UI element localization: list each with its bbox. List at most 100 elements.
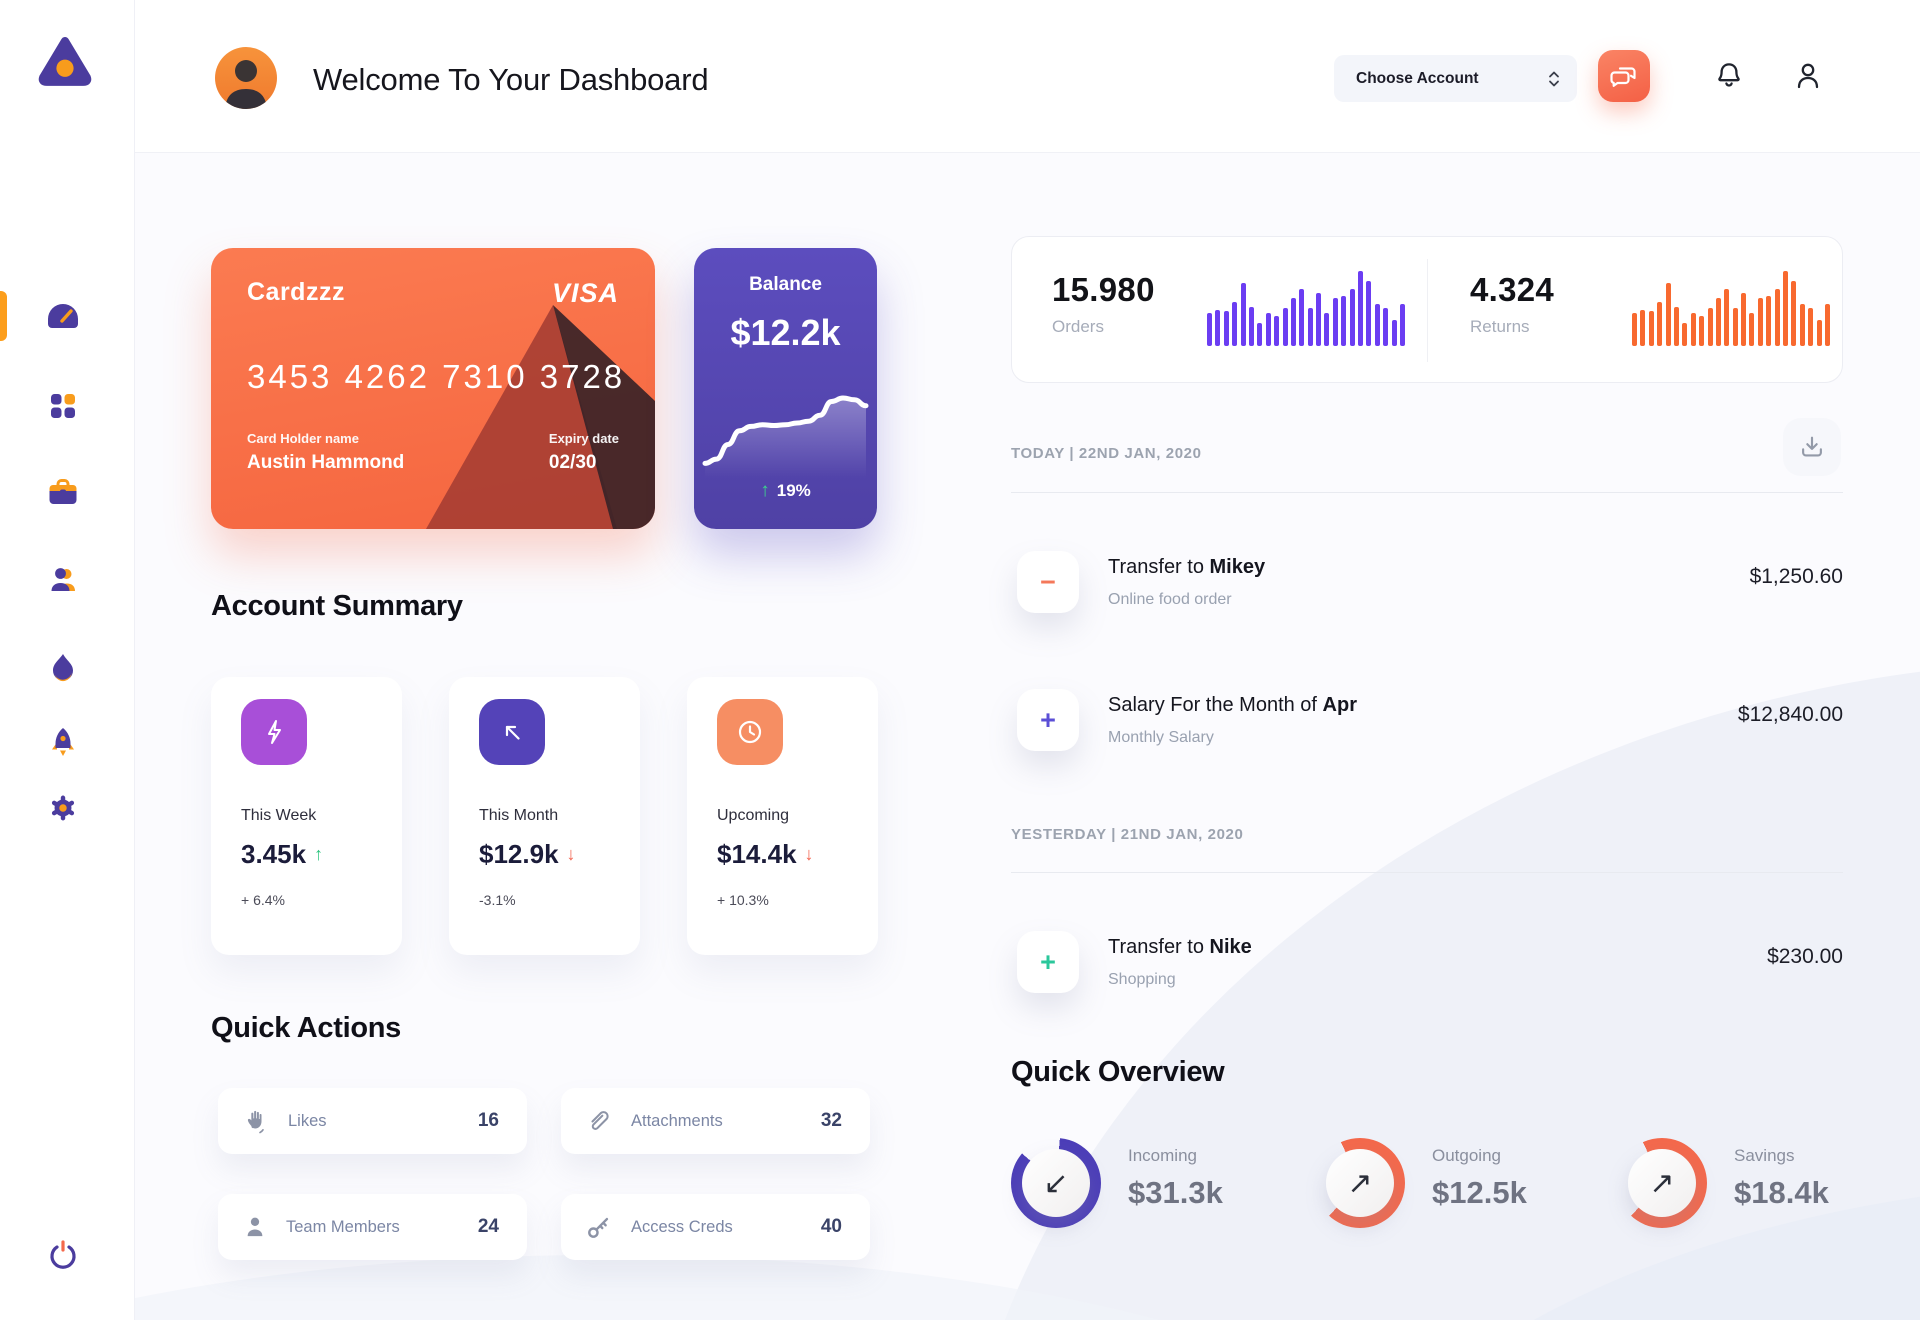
flame-icon: [53, 654, 73, 682]
transaction-subtitle: Shopping: [1108, 971, 1176, 988]
sidebar-item-launch[interactable]: [41, 720, 85, 764]
ring-inner: ↗: [1628, 1149, 1696, 1217]
orders-returns-stats-card: 15.980 Orders 4.324 Returns: [1011, 236, 1843, 383]
divider: [1011, 872, 1843, 873]
chat-icon: [1610, 67, 1636, 87]
profile-button[interactable]: [1792, 60, 1824, 92]
sidebar-item-portfolio[interactable]: [41, 470, 85, 514]
orders-label: Orders: [1052, 317, 1104, 336]
quick-action-team-members[interactable]: Team Members 24: [218, 1194, 527, 1260]
sidebar-item-dashboard[interactable]: [41, 294, 85, 338]
balance-change-value: 19%: [776, 481, 811, 500]
person-icon: [247, 1217, 263, 1237]
transaction-title: Transfer to Mikey: [1108, 556, 1266, 578]
header: Welcome To Your Dashboard Choose Account: [135, 0, 1920, 153]
outgoing-ring-chart: ↗: [1315, 1138, 1405, 1228]
card-holder-name: Austin Hammond: [247, 452, 405, 473]
user-icon: [1797, 63, 1819, 89]
sidebar-item-activity[interactable]: [41, 646, 85, 690]
overview-label: Outgoing: [1432, 1146, 1501, 1165]
overview-value: $18.4k: [1734, 1175, 1829, 1210]
summary-value: $14.4k: [717, 839, 797, 869]
today-section-header: TODAY | 22ND JAN, 2020: [1011, 445, 1202, 462]
divider: [1011, 492, 1843, 493]
incoming-ring-chart: ↙: [1011, 1138, 1101, 1228]
quick-action-access-creds[interactable]: Access Creds 40: [561, 1194, 870, 1260]
transaction-amount: $230.00: [1767, 945, 1843, 968]
quick-action-count: 40: [820, 1216, 842, 1237]
arrow-up-right-icon: ↗: [1649, 1166, 1675, 1200]
hand-icon: [247, 1110, 264, 1134]
quick-action-count: 32: [820, 1110, 842, 1131]
orders-bar-chart: [1207, 271, 1405, 346]
overview-value: $31.3k: [1128, 1175, 1223, 1210]
returns-value: 4.324: [1470, 271, 1555, 308]
summary-delta: + 6.4%: [241, 892, 285, 908]
quick-action-label: Team Members: [286, 1217, 400, 1236]
balance-sparkline-chart: [702, 395, 869, 478]
quick-action-likes[interactable]: Likes 16: [218, 1088, 527, 1154]
plus-icon: +: [1040, 946, 1056, 977]
summary-label: This Month: [479, 807, 559, 824]
gear-icon: [51, 795, 75, 821]
transaction-subtitle: Monthly Salary: [1108, 729, 1214, 746]
account-selector-label: Choose Account: [1356, 69, 1479, 87]
transaction-row-salary[interactable]: + Salary For the Month of Apr Monthly Sa…: [1011, 689, 1843, 761]
overview-label: Incoming: [1128, 1146, 1197, 1165]
summary-label: This Week: [241, 807, 317, 824]
arrow-up-icon: ↑: [760, 480, 770, 501]
sidebar-item-team[interactable]: [41, 558, 85, 602]
ring-inner: ↙: [1022, 1149, 1090, 1217]
chevron-up-down-icon: [1549, 71, 1559, 86]
overview-outgoing: ↗ Outgoing $12.5k: [1315, 1138, 1605, 1230]
active-nav-indicator: [0, 291, 7, 341]
trend-down-icon: ↓: [566, 844, 576, 864]
account-selector[interactable]: Choose Account: [1334, 55, 1577, 102]
card-holder-label: Card Holder name: [247, 431, 359, 446]
sidebar-item-apps[interactable]: [41, 384, 85, 428]
summary-delta: + 10.3%: [717, 892, 769, 908]
users-icon: [51, 568, 75, 591]
card-holder-block: Card Holder name Austin Hammond: [247, 431, 404, 474]
visa-logo: VISA: [551, 278, 619, 308]
summary-card-this-month: This Month $12.9k ↓ -3.1%: [449, 677, 640, 955]
trend-up-icon: ↑: [314, 844, 324, 864]
card-name: Cardzzz: [247, 278, 345, 306]
bell-icon: [1718, 63, 1740, 87]
sidebar-item-settings[interactable]: [41, 786, 85, 830]
yesterday-section-header: YESTERDAY | 21ND JAN, 2020: [1011, 826, 1244, 843]
minus-icon: −: [1040, 566, 1056, 597]
user-avatar[interactable]: [215, 47, 277, 109]
transaction-title: Salary For the Month of Apr: [1108, 694, 1357, 716]
notifications-button[interactable]: [1713, 60, 1745, 92]
quick-action-label: Likes: [288, 1111, 327, 1130]
arrow-down-left-icon: ↙: [1043, 1166, 1069, 1200]
balance-card: Balance $12.2k ↑ 19%: [694, 248, 877, 529]
quick-action-attachments[interactable]: Attachments 32: [561, 1088, 870, 1154]
briefcase-icon: [49, 479, 77, 504]
divider: [1427, 259, 1428, 362]
messages-button[interactable]: [1598, 50, 1650, 102]
overview-label: Savings: [1734, 1146, 1795, 1165]
orders-value: 15.980: [1052, 271, 1155, 308]
key-icon: [588, 1217, 609, 1238]
arrow-up-left-icon: [479, 699, 545, 765]
transaction-amount: $12,840.00: [1737, 703, 1843, 726]
avatar-photo: [225, 60, 267, 109]
summary-label: Upcoming: [717, 807, 790, 824]
summary-value: $12.9k: [479, 839, 559, 869]
plus-icon: +: [1040, 704, 1056, 735]
summary-card-this-week: This Week 3.45k ↑ + 6.4%: [211, 677, 402, 955]
balance-value: $12.2k: [730, 312, 841, 353]
ring-inner: ↗: [1326, 1149, 1394, 1217]
lightning-icon: [241, 699, 307, 765]
transaction-row-nike[interactable]: + Transfer to Nike Shopping $230.00: [1011, 931, 1843, 1003]
transaction-row-mikey[interactable]: − Transfer to Mikey Online food order $1…: [1011, 551, 1843, 623]
download-button[interactable]: [1783, 418, 1841, 476]
sidebar-item-logout[interactable]: [41, 1232, 85, 1276]
power-icon: [50, 1240, 76, 1269]
app-logo[interactable]: [36, 32, 94, 90]
transaction-amount: $1,250.60: [1749, 565, 1843, 588]
logo-triangle-icon: [38, 36, 92, 86]
